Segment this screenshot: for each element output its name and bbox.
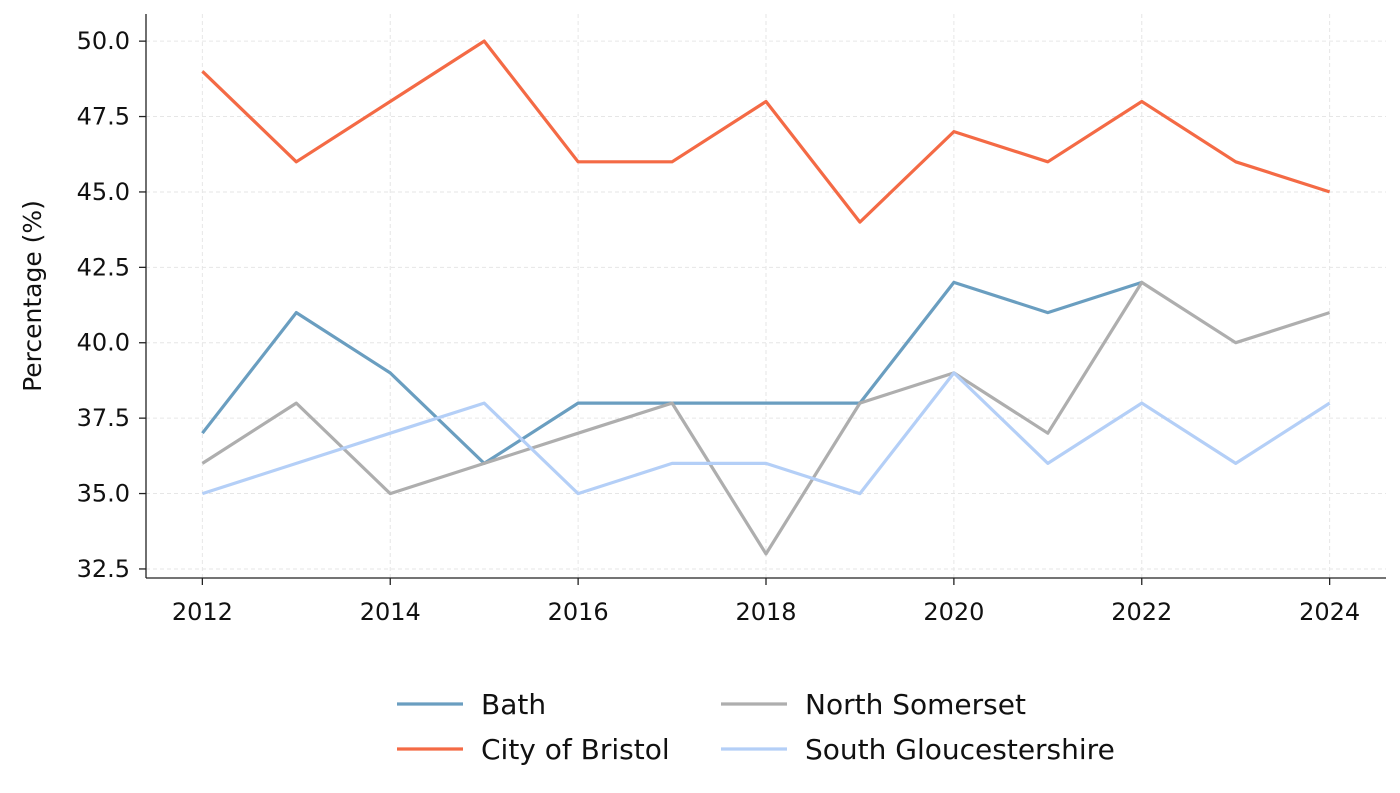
series-line-city-of-bristol xyxy=(201,39,1331,224)
y-tick-label: 50.0 xyxy=(77,27,130,55)
x-tick-label: 2022 xyxy=(1111,598,1172,626)
y-tick-label: 40.0 xyxy=(77,329,130,357)
series-line-south-gloucestershire xyxy=(201,371,1331,496)
legend-label: Bath xyxy=(481,688,546,721)
y-tick-label: 42.5 xyxy=(77,253,130,281)
legend: Bath City of Bristol North Somerset South G… xyxy=(397,688,1115,766)
tick-labels: 32.5 35.0 37.5 40.0 42.5 45.0 47.5 50.0 2012 2014… xyxy=(77,27,1361,626)
legend-item-city-of-bristol: City of Bristol xyxy=(397,733,670,766)
y-tick-label: 47.5 xyxy=(77,103,130,131)
series-line-bath xyxy=(201,280,1143,465)
legend-label: South Gloucestershire xyxy=(805,733,1115,766)
y-tick-label: 32.5 xyxy=(77,555,130,583)
x-tick-label: 2012 xyxy=(172,598,233,626)
y-tick-label: 45.0 xyxy=(77,178,130,206)
grid-lines xyxy=(146,14,1386,578)
series-line-north-somerset xyxy=(201,280,1331,556)
y-tick-label: 37.5 xyxy=(77,404,130,432)
axes xyxy=(139,14,1386,585)
legend-item-north-somerset: North Somerset xyxy=(721,688,1026,721)
x-tick-label: 2014 xyxy=(360,598,421,626)
x-tick-label: 2016 xyxy=(548,598,609,626)
legend-label: City of Bristol xyxy=(481,733,670,766)
x-tick-label: 2020 xyxy=(923,598,984,626)
legend-label: North Somerset xyxy=(805,688,1026,721)
legend-item-south-gloucestershire: South Gloucestershire xyxy=(721,733,1115,766)
y-axis-title: Percentage (%) xyxy=(18,200,47,392)
y-tick-label: 35.0 xyxy=(77,480,130,508)
legend-item-bath: Bath xyxy=(397,688,546,721)
series-lines xyxy=(201,39,1331,556)
x-tick-label: 2024 xyxy=(1299,598,1360,626)
x-tick-label: 2018 xyxy=(735,598,796,626)
